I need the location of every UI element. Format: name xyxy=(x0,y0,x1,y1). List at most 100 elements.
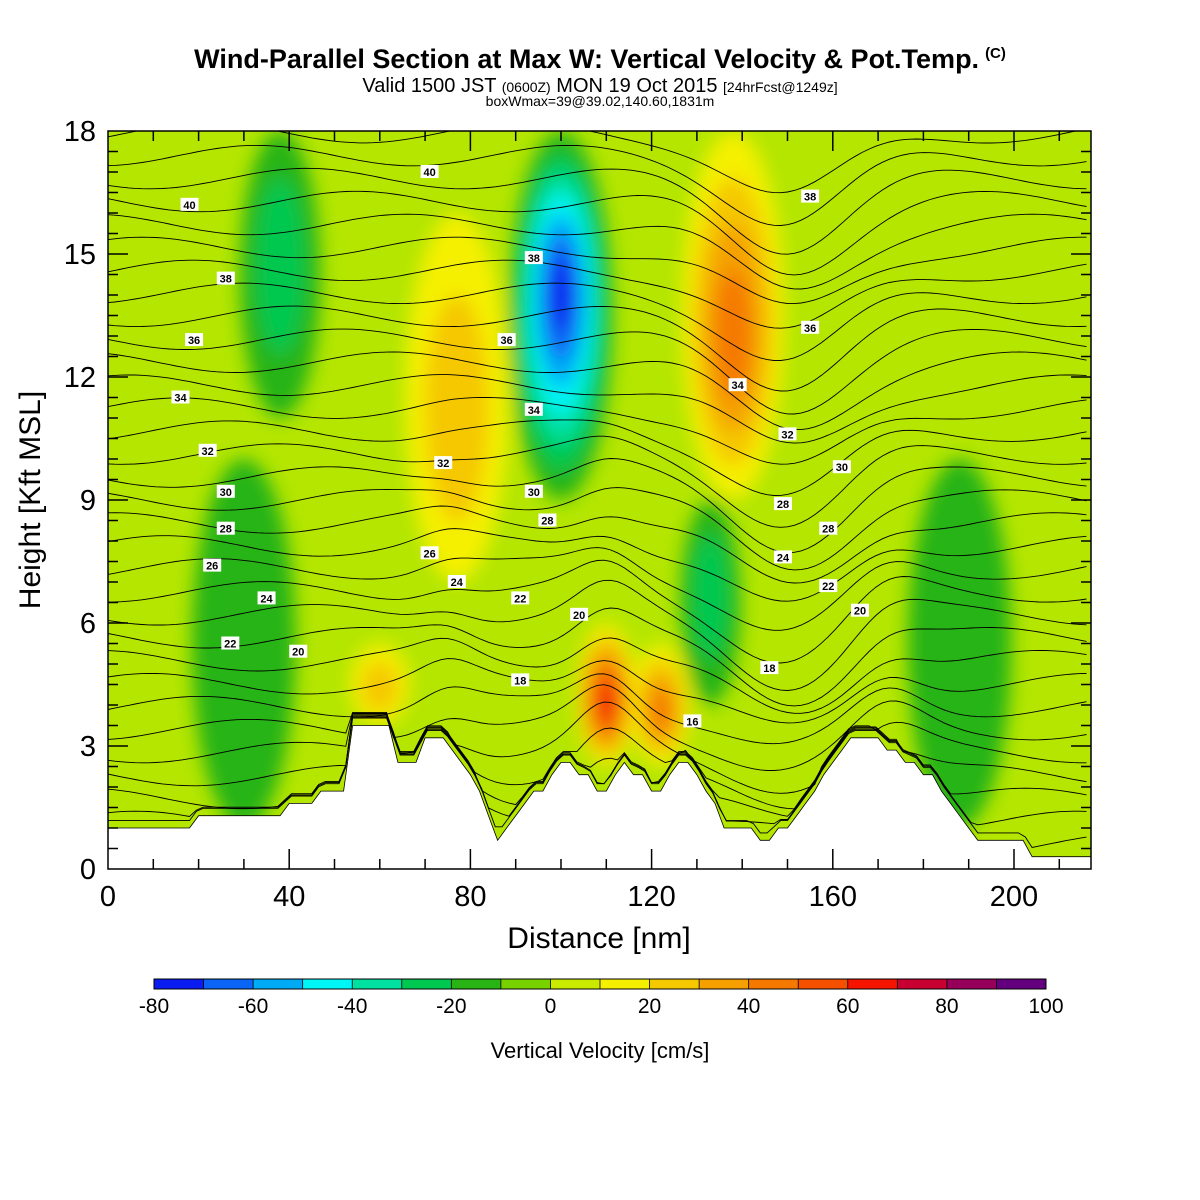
theta-contour-line xyxy=(108,190,1087,276)
colorbar-swatch xyxy=(550,979,601,989)
colorbar-tick-label: 100 xyxy=(1028,995,1063,1018)
x-tick-label: 120 xyxy=(627,881,675,913)
y-tick-label: 3 xyxy=(80,731,96,763)
contour-label-bg xyxy=(198,443,217,457)
vv-feature-5-level-1 xyxy=(361,661,399,713)
contour-label: 40 xyxy=(424,167,436,179)
vv-feature-1-level-3 xyxy=(715,269,752,398)
colorbar-title: Vertical Velocity [cm/s] xyxy=(491,1038,710,1063)
theta-contour-line xyxy=(108,397,1087,465)
contour-label: 28 xyxy=(541,516,553,528)
contour-label: 38 xyxy=(220,274,232,286)
contour-label: 24 xyxy=(777,552,790,564)
contour-label: 16 xyxy=(686,716,698,728)
contour-label-bg xyxy=(778,427,797,441)
colorbar-tick-label: -80 xyxy=(139,995,169,1018)
theta-contour-line xyxy=(108,701,1087,794)
colorbar-tick-label: 60 xyxy=(836,995,859,1018)
theta-contour-line xyxy=(108,167,1087,255)
vv-feature-6-level-0 xyxy=(192,459,296,828)
contour-label-bg xyxy=(511,673,530,687)
theta-contour-line xyxy=(108,559,1087,664)
contour-label-bg xyxy=(257,591,276,605)
contour-label: 30 xyxy=(528,487,540,499)
theta-contour-line xyxy=(108,305,1087,392)
colorbar-swatch xyxy=(847,979,898,989)
contour-label: 32 xyxy=(202,446,214,458)
contour-label: 24 xyxy=(451,577,464,589)
contour-label: 36 xyxy=(804,323,816,335)
contour-label: 30 xyxy=(220,487,232,499)
theta-contour-line xyxy=(108,213,1087,290)
theta-contour-line xyxy=(108,715,1087,817)
contour-label-bg xyxy=(524,484,543,498)
vv-feature-7-level-1 xyxy=(255,177,305,355)
chart-subtitle-valid: Valid 1500 JST (0600Z) MON 19 Oct 2015 [… xyxy=(362,75,838,97)
contour-label-bg xyxy=(289,644,308,658)
colorbar-swatch xyxy=(996,979,1047,989)
theta-contour-line xyxy=(108,351,1087,431)
contour-label: 36 xyxy=(188,335,200,347)
colorbar-swatch xyxy=(451,979,502,989)
theta-contour-line xyxy=(108,528,1087,602)
contour-label-bg xyxy=(216,521,235,535)
vv-feature-0-level-6 xyxy=(550,254,572,333)
vv-feature-8-level-1 xyxy=(692,533,729,660)
contour-label: 22 xyxy=(822,581,834,593)
theta-contour-line xyxy=(108,684,1087,771)
contour-label-bg xyxy=(221,636,240,650)
contour-label: 34 xyxy=(174,393,187,405)
y-tick-label: 15 xyxy=(64,239,96,271)
y-tick-label: 0 xyxy=(80,854,96,886)
y-tick-label: 9 xyxy=(80,485,96,517)
x-tick-label: 0 xyxy=(100,881,116,913)
contour-label: 32 xyxy=(437,458,449,470)
theta-contour-line xyxy=(108,607,1087,707)
y-axis-title: Height [Kft MSL] xyxy=(14,391,47,609)
contour-label: 20 xyxy=(292,647,304,659)
contour-label-bg xyxy=(216,484,235,498)
theta-contour-line xyxy=(108,579,1087,691)
x-tick-label: 80 xyxy=(454,881,486,913)
contour-label-bg xyxy=(683,714,702,728)
theta-contour-line xyxy=(108,419,1087,496)
colorbar-tick-label: 80 xyxy=(935,995,958,1018)
theta-contour-line xyxy=(108,458,1087,554)
colorbar-swatch xyxy=(203,979,254,989)
contour-label: 18 xyxy=(763,663,775,675)
contour-label-bg xyxy=(511,591,530,605)
contour-label-bg xyxy=(203,558,222,572)
colorbar-swatch xyxy=(649,979,700,989)
theta-contour-line xyxy=(108,282,1087,361)
contour-label-bg xyxy=(171,390,190,404)
theta-contour-line xyxy=(108,487,1087,571)
contour-label-bg xyxy=(524,251,543,265)
colorbar-swatch xyxy=(946,979,997,989)
contour-label: 18 xyxy=(514,675,526,687)
contour-label-bg xyxy=(760,661,779,675)
vv-feature-9-level-0 xyxy=(907,459,1012,828)
colorbar-swatch xyxy=(699,979,749,989)
theta-contour-line xyxy=(108,658,1087,724)
colorbar-swatch xyxy=(253,979,303,989)
contour-label-bg xyxy=(497,333,516,347)
contour-label-bg xyxy=(819,579,838,593)
vv-feature-2-level-5 xyxy=(599,685,614,721)
contour-label: 36 xyxy=(501,335,513,347)
chart-subtitle-box: boxWmax=39@39.02,140.60,1831m xyxy=(485,93,715,109)
x-axis-title: Distance [nm] xyxy=(507,922,690,955)
contour-label-bg xyxy=(728,378,747,392)
copyright-mark: (C) xyxy=(985,45,1006,62)
theta-contour-line xyxy=(108,435,1087,528)
theta-contour-line xyxy=(108,259,1087,329)
contour-label: 32 xyxy=(781,429,793,441)
contour-label: 20 xyxy=(573,610,585,622)
colorbar-swatch xyxy=(600,979,650,989)
colorbar-swatch xyxy=(352,979,403,989)
contour-label: 30 xyxy=(836,462,848,474)
contour-label: 28 xyxy=(822,524,834,536)
contour-label-bg xyxy=(216,271,235,285)
contour-label: 28 xyxy=(220,524,232,536)
colorbar-tick-label: 40 xyxy=(737,995,760,1018)
